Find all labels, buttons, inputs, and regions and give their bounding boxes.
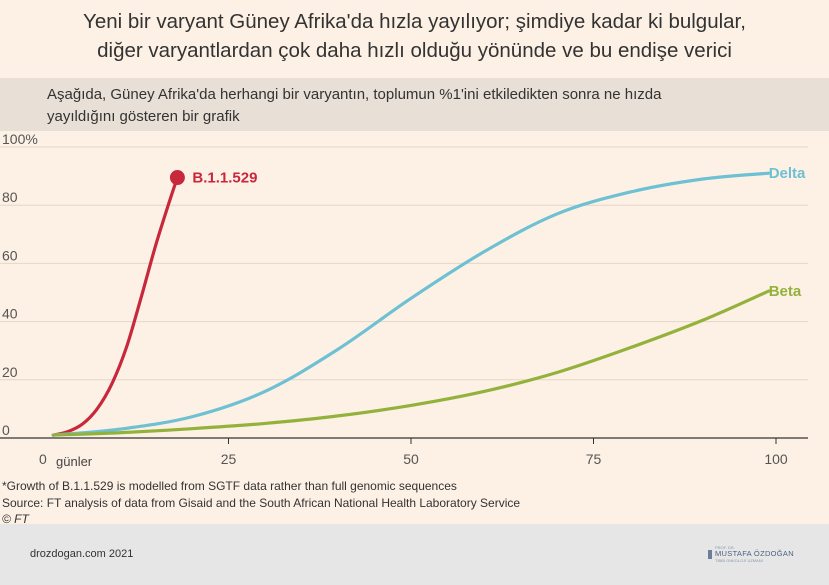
- chart-title: Yeni bir varyant Güney Afrika'da hızla y…: [0, 0, 829, 78]
- footnote: *Growth of B.1.1.529 is modelled from SG…: [2, 479, 457, 493]
- source-note: Source: FT analysis of data from Gisaid …: [2, 495, 521, 510]
- subtitle-line-2: yayıldığını gösteren bir grafik: [47, 108, 240, 125]
- x-tick-label: 25: [221, 451, 237, 467]
- x-tick-label: 0: [39, 451, 47, 467]
- y-tick-label: 20: [2, 364, 18, 380]
- x-tick-label: 75: [586, 451, 602, 467]
- x-tick-label: 100: [764, 451, 788, 467]
- title-line-1: Yeni bir varyant Güney Afrika'da hızla y…: [83, 10, 746, 33]
- series-line-b-1-1-529: [51, 175, 179, 437]
- footer-credit: drozdogan.com 2021: [30, 548, 134, 560]
- x-tick-label: 50: [403, 451, 419, 467]
- chart-notes: *Growth of B.1.1.529 is modelled from SG…: [2, 478, 822, 528]
- copyright: © FT: [2, 512, 29, 526]
- chart-subtitle: Aşağıda, Güney Afrika'da herhangi bir va…: [0, 78, 829, 131]
- series-labels: B.1.1.529 Delta Beta: [192, 165, 806, 300]
- logo-small-text-2: TIBBİ ONKOLOJİ UZMANI: [715, 558, 763, 563]
- x-tick-labels: 0 25 50 75 100 günler: [39, 438, 788, 469]
- logo-small-text: PROF. DR.: [715, 545, 735, 550]
- author-logo: PROF. DR. MUSTAFA ÖZDOĞAN TIBBİ ONKOLOJİ…: [708, 545, 808, 563]
- y-tick-label: 60: [2, 247, 18, 263]
- y-tick-label: 80: [2, 189, 18, 205]
- subtitle-line-1: Aşağıda, Güney Afrika'da herhangi bir va…: [47, 86, 662, 103]
- series-label-delta: Delta: [769, 165, 806, 182]
- x-unit-label: günler: [56, 454, 93, 469]
- series-label-beta: Beta: [769, 283, 802, 300]
- y-tick-label: 100%: [2, 131, 38, 147]
- footer-bar: drozdogan.com 2021 PROF. DR. MUSTAFA ÖZD…: [0, 524, 829, 585]
- y-tick-label: 40: [2, 306, 18, 322]
- series-lines: [51, 170, 771, 437]
- title-line-2: diğer varyantlardan çok daha hızlı olduğ…: [97, 39, 732, 62]
- series-line-delta: [51, 171, 771, 437]
- gridlines: [0, 146, 808, 439]
- logo-mark-icon: [708, 549, 712, 559]
- line-chart: 0 20 40 60 80 100% 0 25 50 75 100 günler B.1.1.529…: [0, 131, 808, 469]
- y-tick-label: 0: [2, 422, 10, 438]
- series-label-b-1-1-529: B.1.1.529: [192, 170, 257, 187]
- logo-name: MUSTAFA ÖZDOĞAN: [715, 549, 794, 558]
- y-tick-labels: 0 20 40 60 80 100%: [2, 131, 38, 438]
- series-end-marker-b-1-1-529: [169, 170, 185, 186]
- series-line-beta: [51, 289, 771, 437]
